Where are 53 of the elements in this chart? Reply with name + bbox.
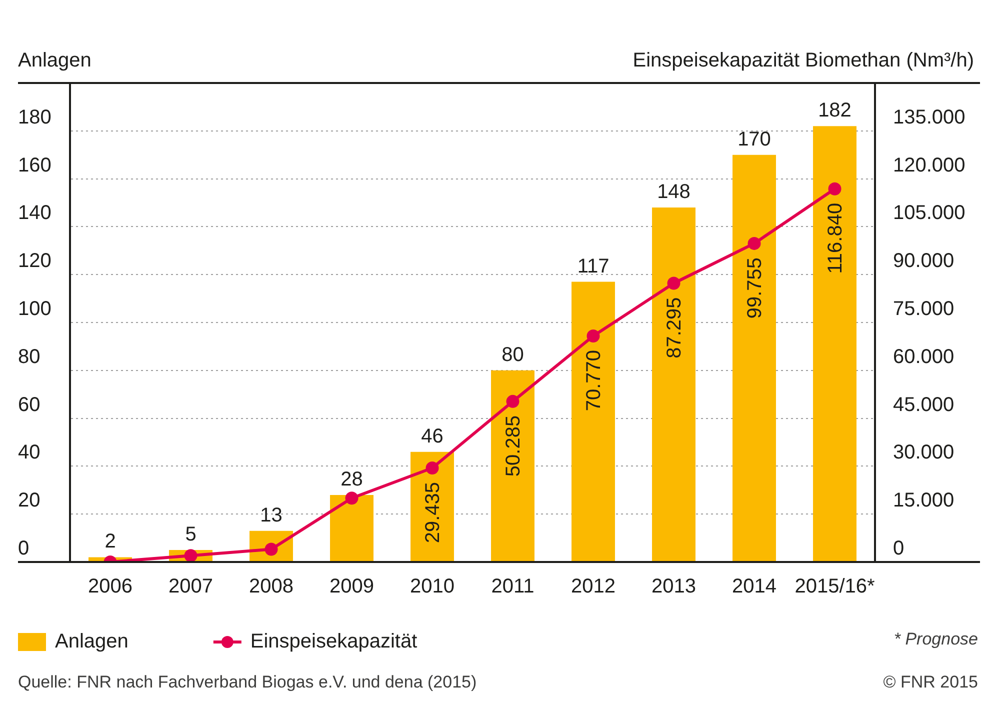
y2-tick-label: 90.000: [893, 250, 954, 272]
x-tick-label: 2007: [168, 576, 213, 598]
data-label: 50.285: [502, 415, 524, 477]
x-tick-label: 2006: [88, 576, 132, 598]
text: * Prognose: [894, 630, 978, 649]
data-label: 2: [104, 530, 116, 553]
y2-tick-label: 75.000: [893, 298, 954, 320]
data-label: 117: [577, 255, 610, 278]
source-note: Quelle: FNR nach Fachverband Biogas e.V. und dena (2015): [18, 672, 477, 692]
x-tick-label: 2009: [330, 576, 374, 598]
y-tick-label: 180: [18, 106, 52, 128]
text: © FNR 2015: [883, 672, 978, 692]
y-tick-label: 0: [18, 538, 30, 560]
data-label: 70.770: [582, 350, 605, 412]
x-tick-label: 2015/16*: [794, 576, 876, 598]
data-label: 46: [421, 425, 444, 448]
data-label: 28: [340, 468, 363, 490]
y-tick-label: 40: [18, 442, 40, 464]
y-tick-label: 140: [18, 202, 52, 224]
x-tick-label: 2011: [491, 576, 534, 598]
y2-tick-label: 120.000: [893, 154, 966, 176]
y-tick-label: 160: [18, 154, 52, 176]
y-tick-label: 100: [18, 298, 52, 320]
y-tick-label: 20: [18, 490, 40, 512]
x-tick-label: 2012: [571, 576, 616, 598]
legend-label: Einspeisekapazität: [250, 630, 418, 653]
x-tick-label: 2008: [249, 576, 294, 598]
x-tick-label: 2013: [652, 576, 696, 598]
data-label: 116.840: [824, 202, 846, 274]
x-tick-label: 2010: [410, 576, 454, 598]
data-label: 99.755: [744, 257, 766, 319]
data-label: 29.435: [422, 482, 444, 544]
data-label: 148: [657, 181, 690, 204]
data-label: 87.295: [663, 297, 686, 358]
data-label: 80: [502, 344, 524, 366]
y-tick-label: 80: [18, 346, 40, 368]
y2-tick-label: 15.000: [893, 490, 954, 512]
legend-label: Anlagen: [55, 630, 128, 653]
y2-tick-label: 45.000: [893, 394, 954, 416]
x-tick-label: 2014: [732, 576, 776, 598]
data-label: 5: [185, 524, 196, 546]
y-tick-label: 120: [18, 250, 52, 272]
data-label: 13: [260, 504, 282, 526]
y-axis-title: Anlagen: [18, 50, 92, 72]
y2-tick-label: 0: [893, 538, 904, 560]
y2-tick-label: 135.000: [893, 106, 966, 128]
y2-tick-label: 105.000: [893, 202, 966, 224]
data-label: 170: [738, 128, 771, 150]
y-tick-label: 60: [18, 394, 40, 416]
y2-axis-title: Einspeisekapazität Biomethan (Nm³/h): [632, 50, 974, 72]
y2-tick-label: 60.000: [893, 346, 954, 368]
data-label: 182: [818, 100, 852, 122]
y2-tick-label: 30.000: [893, 442, 954, 464]
